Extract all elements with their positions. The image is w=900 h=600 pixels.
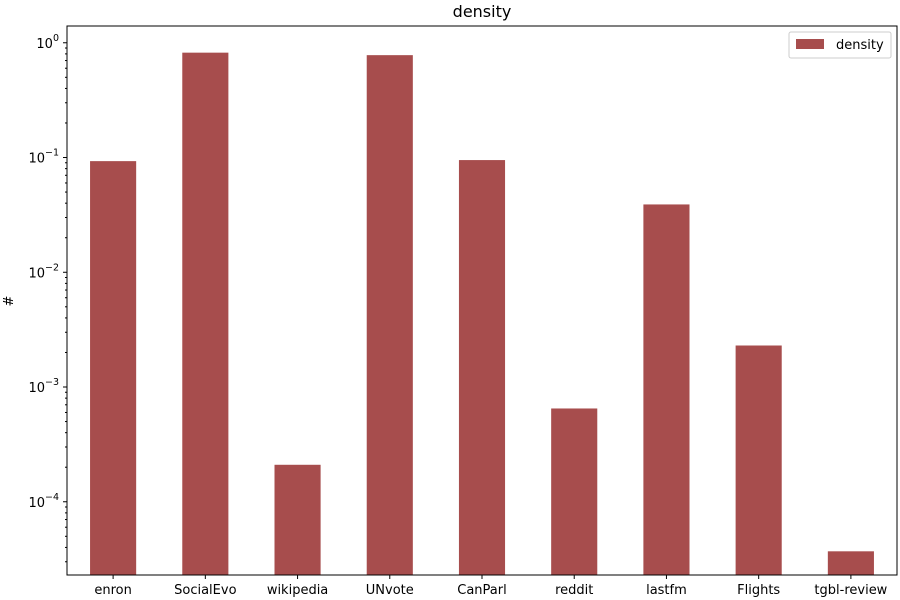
bars-group (90, 52, 874, 576)
x-tick-label: tgbl-review (814, 583, 887, 598)
y-tick-label: 10−3 (28, 377, 59, 396)
x-tick-label: wikipedia (267, 583, 328, 598)
legend-swatch (796, 39, 824, 49)
legend: density (788, 31, 892, 59)
y-tick-label: 100 (36, 33, 59, 52)
x-tick-label: Flights (737, 583, 780, 598)
bar-reddit (551, 408, 598, 575)
y-axis-ticks: 10−4 10−3 10−2 10−1 100 (28, 33, 67, 563)
bar-CanParl (458, 160, 506, 575)
bar-wikipedia (274, 464, 321, 575)
bar-SocialEvo (182, 52, 229, 575)
y-tick-label: 10−2 (28, 262, 59, 281)
x-tick-label: enron (94, 583, 132, 598)
bar-Flights (735, 345, 782, 575)
y-tick-label: 10−1 (28, 148, 59, 167)
bar-lastfm (643, 204, 690, 575)
y-axis-label: # (2, 296, 17, 307)
legend-box (788, 31, 892, 59)
x-tick-label: UNvote (366, 583, 414, 598)
x-tick-label: reddit (555, 583, 593, 598)
x-axis-ticks: enron SocialEvo wikipedia UNvote CanParl redd… (94, 575, 888, 598)
x-tick-label: SocialEvo (174, 583, 236, 598)
y-tick-label: 10−4 (28, 492, 59, 511)
chart-title: density (453, 2, 512, 21)
x-tick-label: lastfm (646, 583, 687, 598)
legend-label: density (836, 38, 884, 53)
plot-frame (66, 25, 898, 576)
bar-tgbl-review (827, 551, 874, 575)
x-tick-label: CanParl (457, 583, 506, 598)
bar-enron (90, 161, 137, 575)
bar-UNvote (366, 55, 413, 576)
